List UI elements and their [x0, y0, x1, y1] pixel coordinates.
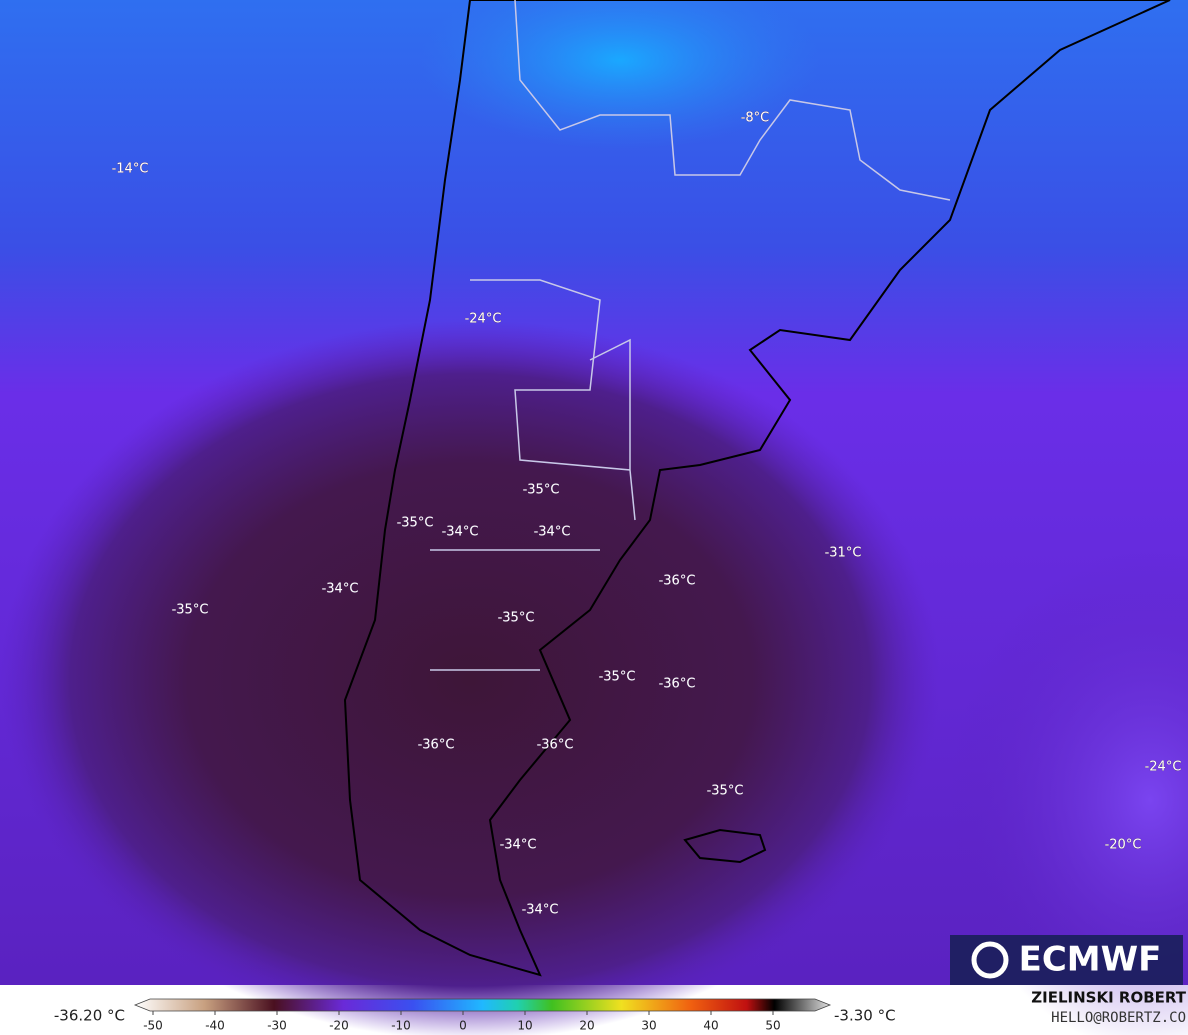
- temperature-label: -35°C: [523, 483, 560, 498]
- colorbar-tick-label: 40: [703, 1019, 718, 1033]
- colorbar-tick-label: -30: [267, 1019, 287, 1033]
- colorbar-tick-label: 0: [459, 1019, 467, 1033]
- logo-icon: [971, 941, 1009, 979]
- temperature-label: -36°C: [659, 574, 696, 589]
- colorbar-tick-label: -50: [143, 1019, 163, 1033]
- temperature-label: -35°C: [707, 784, 744, 799]
- colorbar-scale: [133, 998, 832, 1012]
- temperature-label: -31°C: [825, 546, 862, 561]
- logo: ECMWF: [1019, 940, 1162, 980]
- colorbar-tick-label: 20: [579, 1019, 594, 1033]
- temperature-label: -34°C: [500, 838, 537, 853]
- credit-name: ZIELINSKI ROBERT: [1031, 989, 1186, 1007]
- credit-contact: HELLO@ROBERTZ.CO: [1051, 1010, 1186, 1026]
- colorbar: -36.20 °C -3.30 °C -50 -40 -30 -20 -10 0 10 20 3…: [54, 998, 896, 1033]
- colorbar-tick-label: -20: [329, 1019, 349, 1033]
- colorbar-tick-label: -10: [391, 1019, 411, 1033]
- temperature-label: -35°C: [498, 611, 535, 626]
- islands: [683, 828, 767, 864]
- temperature-label: -36°C: [537, 738, 574, 753]
- colorbar-max: -3.30 °C: [834, 1007, 896, 1025]
- temperature-label: -24°C: [465, 312, 502, 327]
- temperature-label: -35°C: [599, 670, 636, 685]
- colorbar-tick-label: 30: [641, 1019, 656, 1033]
- coastline: [343, 0, 1171, 977]
- cold-region: [0, 320, 940, 1035]
- temperature-label: -36°C: [659, 677, 696, 692]
- temperature-label: -36°C: [418, 738, 455, 753]
- temperature-label: -24°C: [1145, 760, 1182, 775]
- temperature-label: -34°C: [322, 582, 359, 597]
- colorbar-min: -36.20 °C: [54, 1007, 125, 1025]
- temperature-label: -34°C: [534, 525, 571, 540]
- temperature-label: -20°C: [1105, 838, 1142, 853]
- colorbar-tick-label: 10: [517, 1019, 532, 1033]
- temperature-label: -34°C: [442, 525, 479, 540]
- temperature-label: -14°C: [112, 162, 149, 177]
- borders: [430, 0, 951, 671]
- temperature-label: -8°C: [741, 111, 770, 126]
- temperature-label: -34°C: [522, 903, 559, 918]
- colorbar-tick-label: 50: [765, 1019, 780, 1033]
- colorbar-tick-label: -40: [205, 1019, 225, 1033]
- temperature-label: -35°C: [397, 516, 434, 531]
- temperature-label: -35°C: [172, 603, 209, 618]
- warm-region: [420, 0, 820, 150]
- temperature-labels: -14°C -8°C -24°C -35°C -35°C -34°C -34°C -31°C -…: [111, 110, 1182, 918]
- logo-box: ECMWF: [950, 935, 1183, 985]
- warm-region: [950, 550, 1188, 1035]
